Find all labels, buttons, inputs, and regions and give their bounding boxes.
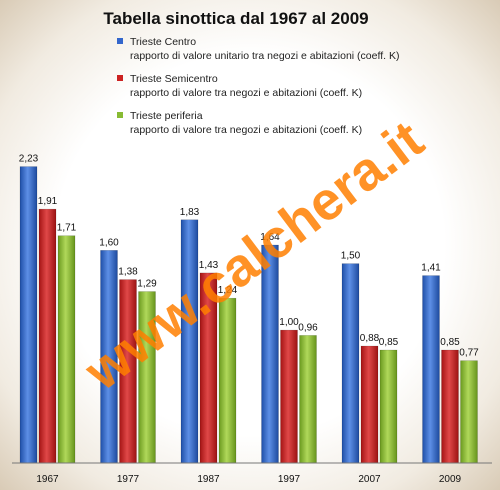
- bar-2007-series-0: [341, 263, 360, 464]
- legend-marker-2: [117, 112, 123, 118]
- value-label-1977-series-0: 1,60: [99, 237, 119, 248]
- legend-series-description-2: rapporto di valore tra negozi e abitazio…: [130, 124, 362, 136]
- bar-2007-series-1: [360, 345, 379, 464]
- value-label-1997-series-1: 1,00: [279, 317, 299, 328]
- value-label-1977-series-1: 1,38: [118, 267, 138, 278]
- bar-1987-series-2: [218, 297, 237, 464]
- bar-2009-series-0: [422, 275, 440, 464]
- value-label-1987-series-0: 1,83: [180, 207, 200, 218]
- value-label-2009-series-0: 1,41: [421, 263, 441, 274]
- legend-marker-0: [117, 38, 123, 44]
- bars-group: [19, 166, 478, 464]
- value-label-1967-series-2: 1,71: [57, 223, 77, 234]
- legend-series-name-1: Trieste Semicentro: [130, 73, 218, 85]
- value-label-2007-series-2: 0,85: [379, 337, 399, 348]
- legend-series-name-0: Trieste Centro: [130, 36, 196, 48]
- value-label-1967-series-0: 2,23: [19, 154, 39, 165]
- bar-2009-series-1: [441, 349, 459, 464]
- bar-1967-series-0: [19, 166, 38, 464]
- x-tick-label-1967: 1967: [36, 474, 59, 485]
- value-label-1977-series-2: 1,29: [137, 279, 157, 290]
- chart-title: Tabella sinottica dal 1967 al 2009: [103, 9, 368, 28]
- value-label-2007-series-0: 1,50: [341, 251, 361, 262]
- x-tick-label-2007: 2007: [358, 474, 381, 485]
- legend-series-description-0: rapporto di valore unitario tra negozi e…: [130, 50, 399, 62]
- value-label-1997-series-2: 0,96: [298, 322, 318, 333]
- bar-1997-series-1: [280, 329, 298, 464]
- x-tick-labels-group: 1967 1977 1987 1997 2007 2009: [36, 474, 461, 485]
- bar-2009-series-2: [460, 360, 478, 464]
- bar-1967-series-1: [38, 208, 57, 464]
- value-label-1987-series-1: 1,43: [199, 260, 219, 271]
- value-label-2009-series-1: 0,85: [440, 337, 460, 348]
- bar-1997-series-2: [299, 335, 317, 464]
- value-label-2007-series-1: 0,88: [360, 333, 380, 344]
- x-tick-label-1997: 1997: [278, 474, 301, 485]
- x-tick-label-1977: 1977: [117, 474, 140, 485]
- legend-marker-1: [117, 75, 123, 81]
- value-label-1997-series-0: 1,64: [260, 232, 280, 243]
- legend-series-description-1: rapporto di valore tra negozi e abitazio…: [130, 87, 362, 99]
- x-tick-label-2009: 2009: [439, 474, 462, 485]
- legend-series-name-2: Trieste periferia: [130, 110, 203, 122]
- value-label-2009-series-2: 0,77: [459, 348, 479, 359]
- bar-2007-series-2: [379, 349, 398, 464]
- value-labels-group: 2,23 1,91 1,71 1,60 1,381,29 1,83 1,43 1,24 1,64…: [19, 154, 479, 359]
- legend: Trieste Centro rapporto di valore unitari…: [117, 36, 399, 136]
- value-label-1987-series-2: 1,24: [218, 285, 238, 296]
- value-label-1967-series-1: 1,91: [38, 196, 58, 207]
- x-tick-label-1987: 1987: [197, 474, 220, 485]
- bar-1967-series-2: [57, 235, 76, 464]
